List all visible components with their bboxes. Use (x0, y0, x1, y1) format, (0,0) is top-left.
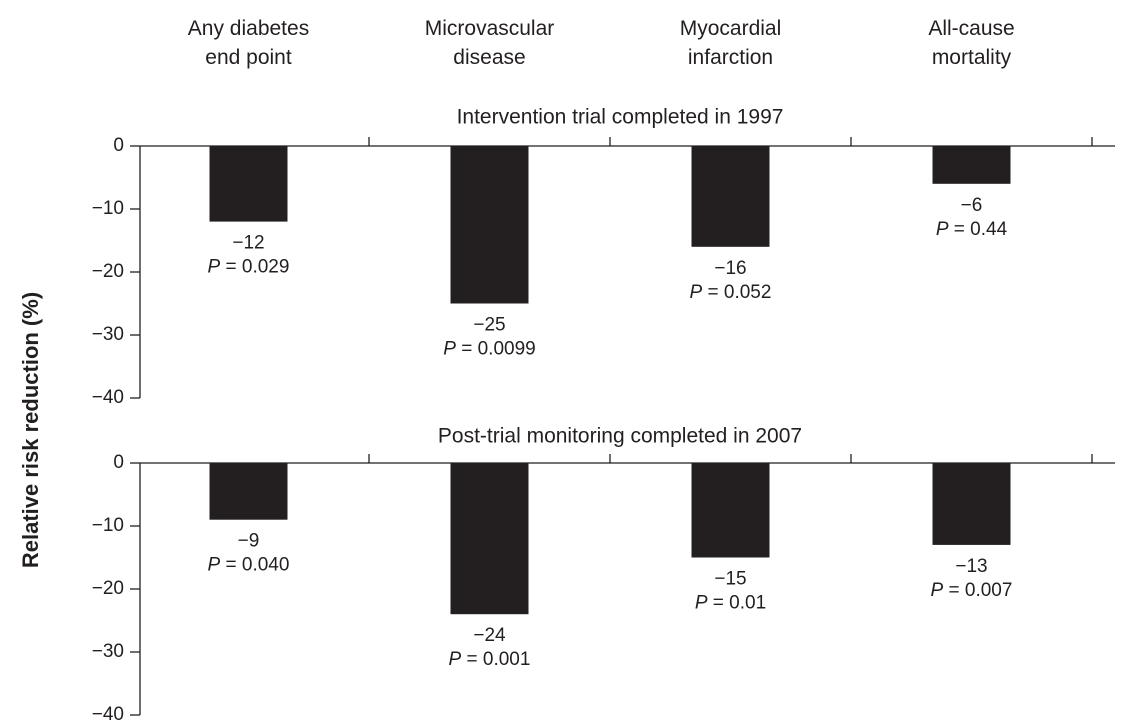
y-tick-label: −30 (92, 324, 124, 345)
value-label: −25 (473, 315, 505, 336)
value-label: −24 (473, 625, 506, 646)
bar (932, 146, 1011, 184)
category-header: All-cause mortality (928, 17, 1015, 69)
panel-title: Post-trial monitoring completed in 2007 (438, 425, 802, 448)
y-tick-label: −20 (92, 261, 124, 282)
p-value-label: P = 0.029 (208, 257, 290, 278)
category-header: Microvascular disease (424, 17, 555, 69)
y-tick-label: 0 (113, 135, 124, 156)
panel-title: Intervention trial completed in 1997 (457, 106, 784, 129)
p-value-label: P = 0.040 (208, 555, 290, 576)
y-tick-label: −40 (92, 704, 124, 721)
bar (450, 463, 529, 615)
bar (209, 146, 288, 222)
p-value-label: P = 0.007 (931, 580, 1013, 601)
p-value-label: P = 0.44 (936, 219, 1008, 240)
value-label: −6 (961, 195, 983, 216)
bar (691, 146, 770, 247)
bar (450, 146, 529, 304)
p-value-label: P = 0.01 (695, 593, 766, 614)
p-value-label: P = 0.001 (449, 649, 531, 670)
bar (691, 463, 770, 558)
value-label: −9 (238, 531, 260, 552)
value-label: −13 (955, 556, 987, 577)
y-axis-label: Relative risk reduction (%) (18, 292, 43, 568)
category-header: Any diabetes end point (187, 17, 310, 69)
category-header: Myocardial infarction (679, 17, 782, 69)
value-label: −16 (714, 258, 746, 279)
y-tick-label: −10 (92, 515, 124, 536)
y-tick-label: −30 (92, 641, 124, 662)
bar (209, 463, 288, 520)
bar (932, 463, 1011, 545)
p-value-label: P = 0.0099 (443, 339, 535, 360)
y-tick-label: 0 (113, 452, 124, 473)
value-label: −15 (714, 569, 746, 590)
y-tick-label: −20 (92, 578, 124, 599)
value-label: −12 (232, 233, 264, 254)
y-tick-label: −40 (92, 387, 124, 408)
y-tick-label: −10 (92, 198, 124, 219)
p-value-label: P = 0.052 (690, 282, 772, 303)
